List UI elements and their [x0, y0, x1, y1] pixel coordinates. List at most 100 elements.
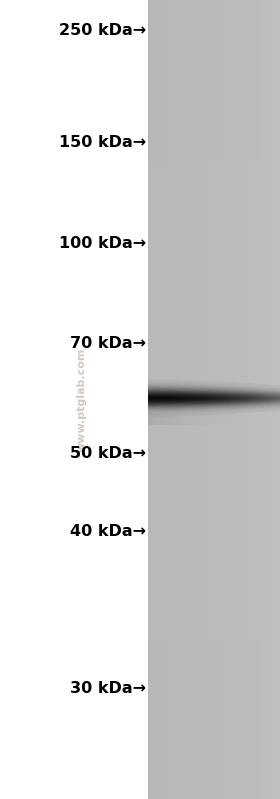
Bar — [272, 0, 273, 799]
Bar — [262, 0, 263, 799]
Bar — [148, 112, 280, 114]
Bar — [148, 200, 280, 202]
Bar — [148, 274, 280, 277]
Bar — [148, 517, 280, 519]
Bar — [148, 685, 280, 687]
Bar — [148, 421, 280, 423]
Bar — [148, 450, 280, 453]
Bar — [148, 325, 280, 328]
Text: 150 kDa→: 150 kDa→ — [59, 135, 146, 149]
Bar — [216, 0, 217, 799]
Bar — [148, 248, 280, 250]
Bar — [148, 674, 280, 677]
Bar — [277, 0, 278, 799]
Bar — [148, 114, 280, 117]
Bar — [148, 80, 280, 82]
Bar — [202, 0, 204, 799]
Bar — [148, 253, 280, 256]
Bar — [179, 413, 181, 425]
Bar — [148, 719, 280, 721]
Bar — [224, 413, 226, 425]
Bar — [148, 562, 280, 565]
Bar — [148, 362, 280, 365]
Bar — [148, 106, 280, 109]
Bar — [148, 120, 280, 122]
Bar — [148, 330, 280, 333]
Bar — [176, 413, 178, 425]
Bar — [148, 402, 280, 405]
Bar — [214, 413, 216, 425]
Bar — [148, 533, 280, 535]
Bar — [148, 389, 280, 392]
Bar — [148, 514, 280, 517]
Bar — [148, 498, 280, 501]
Bar — [148, 405, 280, 407]
Bar — [148, 304, 280, 306]
Bar — [191, 0, 193, 799]
Bar — [273, 0, 275, 799]
Bar — [197, 413, 199, 425]
Bar — [148, 34, 280, 38]
Bar — [237, 0, 239, 799]
Bar — [148, 322, 280, 325]
Bar — [148, 96, 280, 98]
Bar — [148, 431, 280, 434]
Bar — [148, 0, 150, 799]
Bar — [239, 413, 241, 425]
Bar — [230, 413, 232, 425]
Bar — [148, 154, 280, 157]
Bar — [148, 317, 280, 320]
Bar — [148, 104, 280, 106]
Bar — [148, 573, 280, 575]
Bar — [168, 0, 169, 799]
Bar — [148, 309, 280, 312]
Bar — [241, 0, 242, 799]
Bar — [148, 144, 280, 146]
Bar — [148, 78, 280, 80]
Bar — [150, 413, 151, 425]
Bar — [148, 634, 280, 637]
Bar — [148, 663, 280, 666]
Bar — [209, 413, 211, 425]
Bar — [148, 781, 280, 783]
Bar — [148, 269, 280, 272]
Bar — [239, 0, 241, 799]
Bar — [148, 264, 280, 266]
Bar — [148, 109, 280, 112]
Bar — [165, 0, 166, 799]
Bar — [148, 18, 280, 22]
Bar — [255, 0, 257, 799]
Bar — [148, 133, 280, 136]
Bar — [148, 653, 280, 655]
Bar — [174, 0, 176, 799]
Bar — [148, 168, 280, 170]
Bar — [148, 85, 280, 88]
Bar — [244, 0, 245, 799]
Bar — [148, 765, 280, 767]
Bar — [148, 333, 280, 336]
Bar — [166, 0, 168, 799]
Bar — [148, 338, 280, 341]
Bar — [275, 0, 277, 799]
Bar — [189, 413, 191, 425]
Bar — [221, 0, 222, 799]
Bar — [148, 429, 280, 431]
Bar — [148, 509, 280, 511]
Bar — [179, 0, 181, 799]
Bar — [148, 701, 280, 703]
Bar — [148, 623, 280, 626]
Bar — [148, 213, 280, 216]
Bar — [148, 88, 280, 90]
Bar — [235, 413, 237, 425]
Bar — [263, 0, 265, 799]
Bar — [201, 0, 202, 799]
Bar — [148, 352, 280, 354]
Bar — [148, 226, 280, 229]
Bar — [148, 706, 280, 709]
Bar — [235, 0, 237, 799]
Bar — [148, 70, 280, 72]
Bar — [171, 0, 173, 799]
Bar — [148, 210, 280, 213]
Bar — [148, 591, 280, 594]
Bar — [148, 160, 280, 162]
